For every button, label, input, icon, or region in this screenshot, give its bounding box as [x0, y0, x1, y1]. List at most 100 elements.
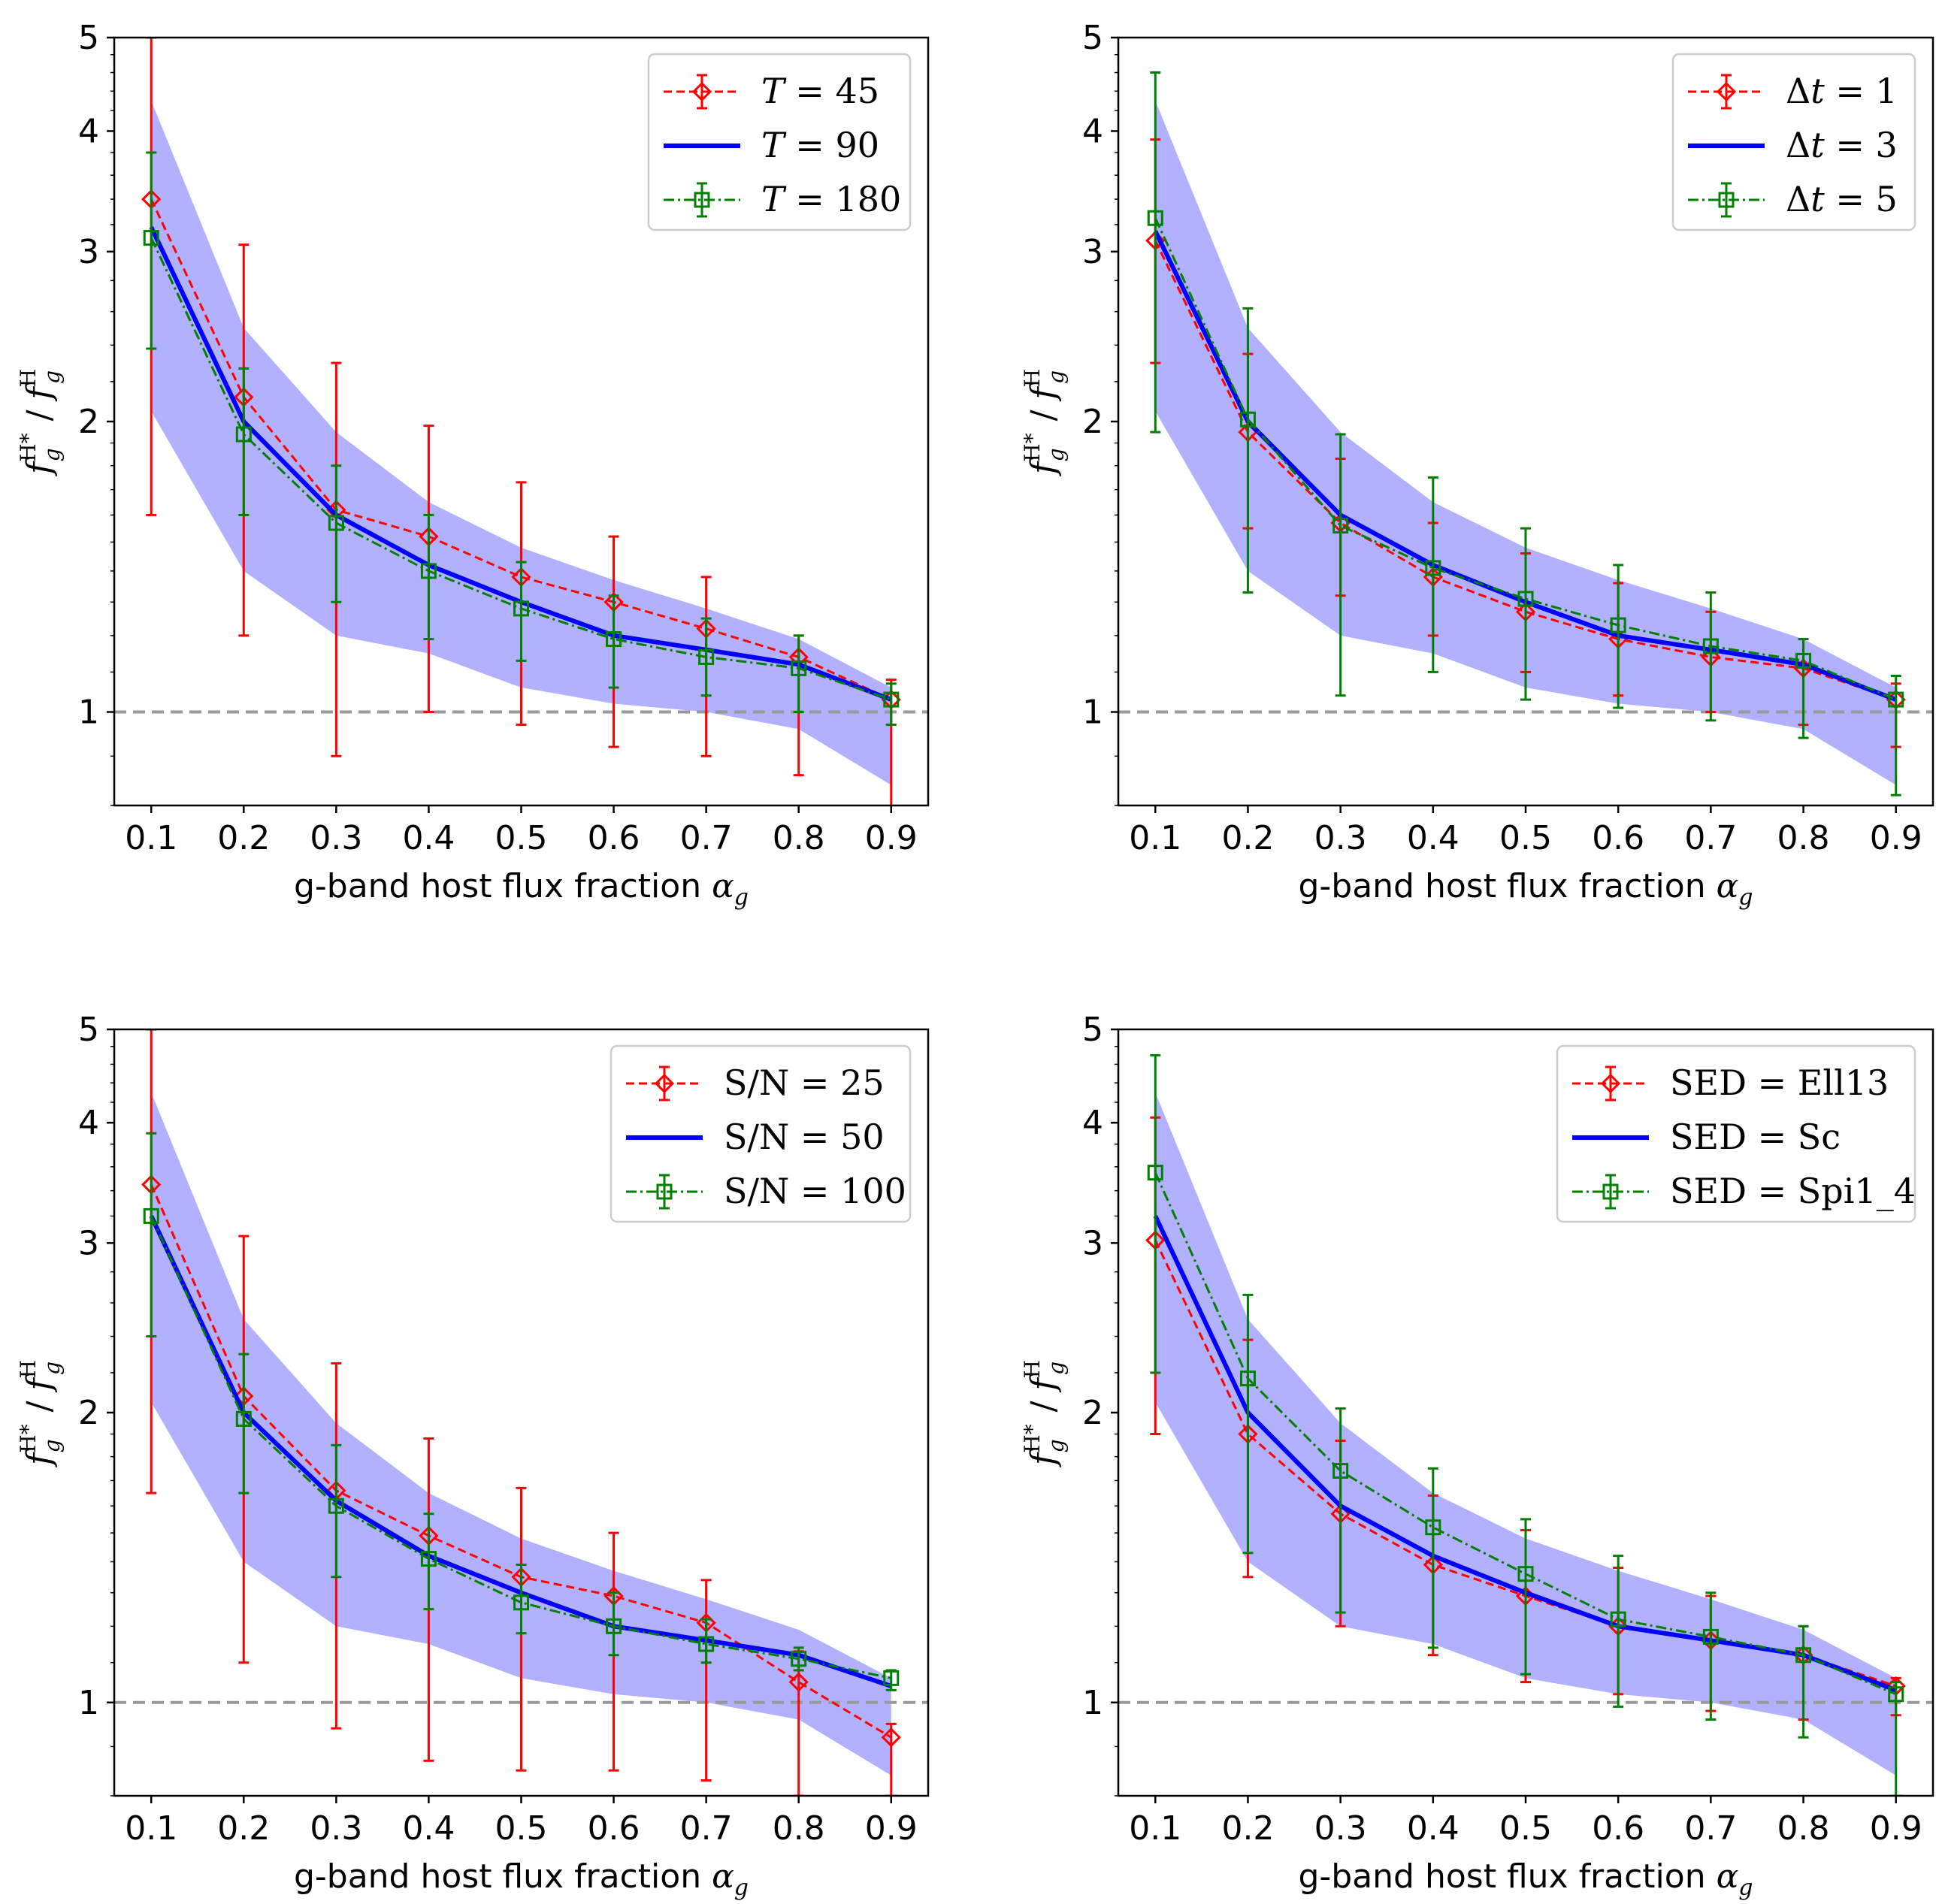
data-point — [1239, 1371, 1256, 1387]
x-tick-label: 0.7 — [1684, 819, 1737, 857]
plot-area — [1118, 1053, 1933, 1796]
x-tick-label: 0.9 — [1870, 1809, 1922, 1848]
x-tick-label: 0.1 — [1129, 1809, 1181, 1848]
y-tick-label: 3 — [1082, 1224, 1103, 1262]
x-axis-label: g-band host flux fraction αg — [294, 1857, 749, 1901]
series-line — [150, 1215, 892, 1679]
series-line — [1154, 1172, 1897, 1696]
y-tick-label: 2 — [78, 403, 99, 441]
series-Spi1_4 — [1147, 1053, 1904, 1796]
x-tick-label: 0.5 — [1499, 1809, 1552, 1848]
legend-label: T = 90 — [761, 125, 879, 165]
data-point — [143, 230, 159, 246]
panel-bottom-left: 0.1 0.2 0.3 0.4 0.5 0.6 0.7 0.8 0.9 1 2 3 4 5 g-band h… — [16, 1011, 930, 1901]
legend: SED = Ell13 SED = Sc SED = Spi1_4 — [1556, 1044, 1916, 1223]
series-180 — [143, 151, 900, 727]
series-100 — [143, 1132, 900, 1691]
x-tick-label: 0.1 — [125, 819, 177, 857]
x-tick-label: 0.2 — [217, 819, 270, 857]
x-axis-label: g-band host flux fraction αg — [1298, 1857, 1753, 1901]
x-tick-label: 0.8 — [773, 1809, 825, 1848]
x-tick-label: 0.6 — [1592, 819, 1644, 857]
panel-bottom-right: 0.1 0.2 0.3 0.4 0.5 0.6 0.7 0.8 0.9 1 2 3 4 5 g-band h… — [1020, 1011, 1934, 1901]
series-line — [1154, 217, 1897, 701]
legend-label: SED = Sc — [1670, 1117, 1841, 1157]
series-line — [150, 198, 892, 701]
x-tick-label: 0.5 — [495, 819, 548, 857]
data-point — [235, 426, 252, 443]
y-axis-label: fH*g / fHg — [16, 369, 65, 476]
data-point — [883, 1670, 900, 1686]
legend-label: T = 180 — [761, 179, 901, 219]
panel-top-right: 0.1 0.2 0.3 0.4 0.5 0.6 0.7 0.8 0.9 1 2 3 4 5 g-band h… — [1020, 19, 1934, 911]
plot-area — [114, 38, 928, 805]
y-tick-label: 1 — [78, 694, 99, 732]
data-point — [420, 1551, 437, 1567]
y-axis-label: fH*g / fHg — [16, 1360, 65, 1467]
x-tick-label: 0.4 — [1407, 819, 1460, 857]
y-tick-label: 3 — [78, 1224, 99, 1262]
y-tick-label: 4 — [1082, 1104, 1103, 1142]
y-tick-label: 1 — [1082, 694, 1103, 732]
data-point — [1517, 1566, 1534, 1582]
x-tick-label: 0.6 — [1592, 1809, 1644, 1848]
x-tick-label: 0.9 — [1870, 819, 1922, 857]
series-line — [1154, 240, 1897, 701]
legend-marker — [654, 1073, 675, 1094]
data-point — [235, 1410, 252, 1427]
legend-box — [1556, 1044, 1916, 1223]
data-point — [1147, 210, 1163, 226]
data-point — [513, 1594, 529, 1611]
data-point — [1702, 638, 1719, 654]
x-tick-label: 0.3 — [1314, 1809, 1367, 1848]
legend-label: Δt = 3 — [1786, 125, 1898, 165]
y-tick-label: 3 — [1082, 233, 1103, 271]
data-point — [1702, 1628, 1719, 1645]
legend: S/N = 25 S/N = 50 S/N = 100 — [610, 1044, 912, 1223]
y-tick-label: 5 — [78, 1011, 99, 1049]
plot-area — [114, 1029, 928, 1796]
x-tick-label: 0.8 — [1777, 819, 1830, 857]
legend-marker — [1718, 192, 1735, 208]
legend-marker — [1600, 1073, 1621, 1094]
x-tick-label: 0.2 — [1221, 1809, 1274, 1848]
x-tick-label: 0.1 — [1129, 819, 1181, 857]
legend: T = 45 T = 90 T = 180 — [647, 53, 912, 231]
data-point — [1888, 1686, 1904, 1703]
data-point — [1147, 1165, 1163, 1181]
data-point — [1517, 591, 1534, 607]
panel-top-left: 0.1 0.2 0.3 0.4 0.5 0.6 0.7 0.8 0.9 1 2 3 4 5 g-band h… — [16, 19, 930, 911]
y-axis-label: fH*g / fHg — [1020, 369, 1069, 476]
legend-marker — [694, 192, 710, 208]
y-axis-label: fH*g / fHg — [1020, 1360, 1069, 1467]
x-tick-label: 0.3 — [310, 819, 362, 857]
x-tick-label: 0.8 — [773, 819, 825, 857]
legend-marker — [1716, 81, 1737, 102]
x-tick-label: 0.4 — [402, 819, 455, 857]
data-point — [513, 600, 529, 617]
data-point — [1332, 518, 1349, 534]
legend-label: T = 45 — [761, 71, 879, 111]
data-point — [1425, 560, 1441, 576]
legend-marker — [656, 1183, 673, 1200]
x-axis-label: g-band host flux fraction αg — [294, 867, 749, 911]
plot-area — [1118, 71, 1933, 796]
legend-label: S/N = 50 — [724, 1117, 885, 1157]
data-point — [881, 1727, 901, 1748]
legend-label: Δt = 5 — [1786, 179, 1898, 219]
data-point — [698, 648, 715, 665]
x-tick-label: 0.4 — [402, 1809, 455, 1848]
data-point — [328, 515, 344, 531]
x-tick-label: 0.9 — [865, 819, 918, 857]
legend-label: S/N = 25 — [724, 1062, 885, 1103]
y-tick-label: 2 — [78, 1394, 99, 1432]
data-point — [1425, 1519, 1441, 1536]
x-axis-label: g-band host flux fraction αg — [1298, 867, 1753, 911]
legend-marker — [691, 81, 712, 102]
legend-box — [610, 1044, 912, 1223]
legend-label: Δt = 1 — [1786, 71, 1898, 111]
x-tick-label: 0.8 — [1777, 1809, 1830, 1848]
x-tick-label: 0.5 — [495, 1809, 548, 1848]
series-5 — [1147, 71, 1904, 796]
data-point — [1610, 617, 1626, 633]
